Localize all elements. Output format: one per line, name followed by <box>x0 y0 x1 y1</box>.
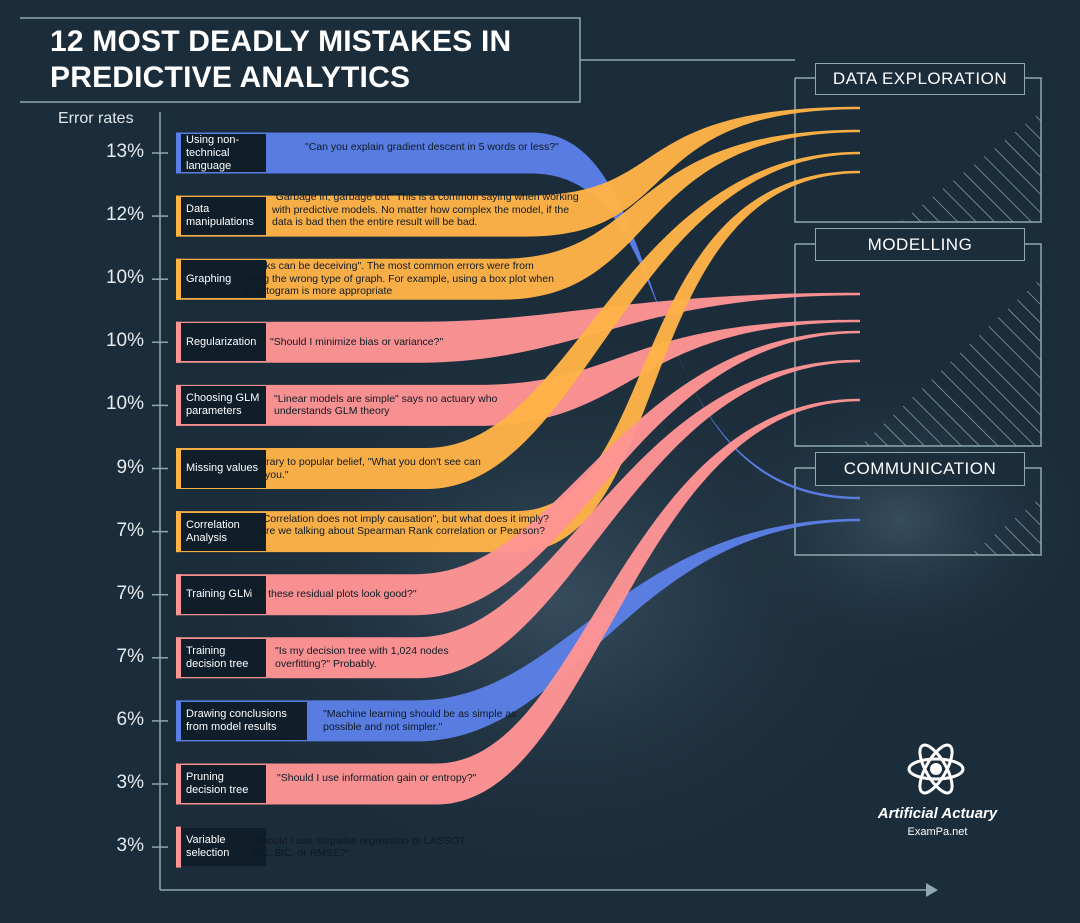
quote-text: "Linear models are simple" says no actua… <box>274 392 498 418</box>
bar-edge <box>176 384 181 426</box>
logo-name: Artificial Actuary <box>877 805 998 822</box>
category-label: Missing values <box>181 449 266 488</box>
quote-text: "Should I use stepwise regression or LAS… <box>251 834 465 860</box>
category-label: Using non-technical language <box>181 134 266 172</box>
atom-logo-icon <box>907 743 965 795</box>
page-title: 12 MOST DEADLY MISTAKES IN PREDICTIVE AN… <box>50 25 512 94</box>
y-tick-label: 7% <box>116 519 144 541</box>
y-tick-label: 3% <box>116 772 144 793</box>
bar-edge <box>176 132 181 174</box>
section-label-modelling: MODELLING <box>815 228 1025 261</box>
hatch-communication <box>970 497 1041 555</box>
y-tick-label: 3% <box>116 835 144 857</box>
quote-text: "Correlation does not imply causation", … <box>259 512 549 538</box>
flow-ribbon <box>176 319 860 426</box>
bar-edge <box>176 195 181 237</box>
x-axis-arrow <box>926 883 938 897</box>
quote-text: "Garbage in; garbage out" This is a comm… <box>272 191 579 229</box>
bar-edge <box>176 700 181 742</box>
bar-edge <box>176 574 181 616</box>
y-tick-label: 7% <box>116 645 144 667</box>
flow-ribbon <box>176 398 860 805</box>
quote-text: "Should I use information gain or entrop… <box>277 771 477 784</box>
flow-ribbon <box>176 129 860 300</box>
bar-edge <box>176 511 181 553</box>
hatch-modelling <box>860 278 1041 446</box>
category-label: Regularization <box>181 323 266 362</box>
y-tick-label: 13% <box>105 141 144 162</box>
y-tick-label: 9% <box>116 456 144 478</box>
y-tick-marks <box>152 152 168 848</box>
y-tick-label: 10% <box>105 330 144 352</box>
quote-text: "Machine learning should be as simple as… <box>323 708 517 733</box>
quote-text: "Do these residual plots look good?" <box>248 588 417 601</box>
category-label: Variable selection <box>181 828 266 867</box>
category-label: Training GLM <box>181 575 266 614</box>
y-tick-label: 10% <box>105 393 144 415</box>
quote-text: "Is my decision tree with 1,024 nodes ov… <box>275 645 449 670</box>
category-label: Graphing <box>181 260 266 299</box>
category-label: Choosing GLM parameters <box>181 386 266 425</box>
bar-edge <box>176 826 181 868</box>
hatch-data-exploration <box>900 112 1041 222</box>
section-label-data-exploration: DATA EXPLORATION <box>815 63 1025 95</box>
flow-ribbon <box>176 292 860 363</box>
y-tick-label: 6% <box>116 708 144 730</box>
y-axis-label: Error rates <box>58 110 134 127</box>
y-tick-label: 10% <box>105 267 144 289</box>
section-label-communication: COMMUNICATION <box>815 452 1025 486</box>
bar-edge <box>176 321 181 363</box>
category-label: Pruning decision tree <box>181 765 266 803</box>
category-label: Training decision tree <box>181 638 266 677</box>
logo-site: ExamPa.net <box>907 826 968 838</box>
bar-edge <box>176 763 181 805</box>
y-tick-label: 12% <box>105 204 144 226</box>
quote-text: "Can you explain gradient descent in 5 w… <box>305 140 559 153</box>
y-tick-label: 7% <box>116 582 144 604</box>
quote-text: "Looks can be deceiving". The most commo… <box>244 260 554 298</box>
category-label: Drawing conclusions from model results <box>181 701 307 740</box>
quote-text: "Should I minimize bias or variance?" <box>270 336 444 349</box>
bar-edge <box>176 258 181 300</box>
category-label: Correlation Analysis <box>181 512 266 551</box>
category-label: Data manipulations <box>181 197 266 236</box>
quote-text: Contrary to popular belief, "What you do… <box>244 456 481 481</box>
flow-ribbon <box>176 106 860 237</box>
bar-edge <box>176 637 181 679</box>
bar-edge <box>176 448 181 489</box>
